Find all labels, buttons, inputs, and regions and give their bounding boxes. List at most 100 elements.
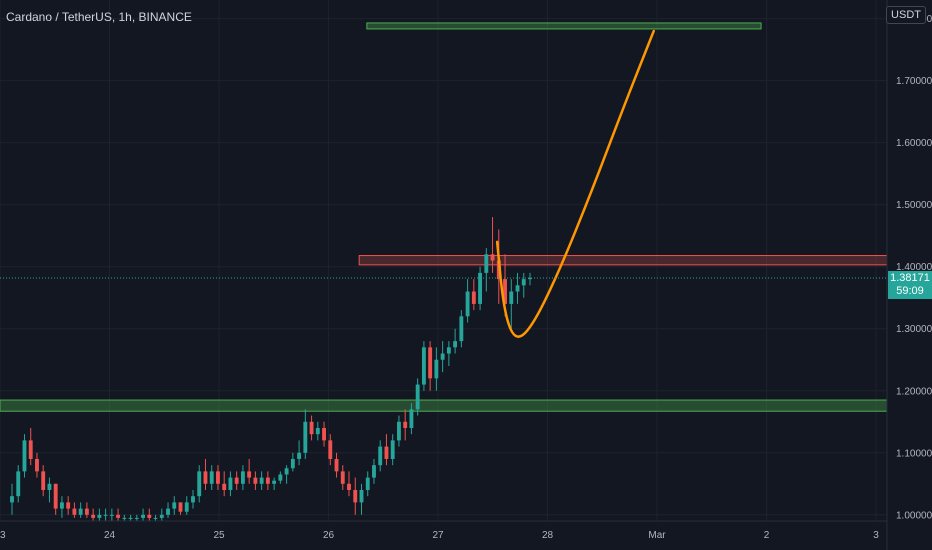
candle-body — [290, 458, 295, 469]
candle-body — [359, 489, 364, 503]
candle-body — [253, 477, 258, 484]
candle-body — [103, 514, 108, 516]
candle-body — [16, 471, 21, 497]
time-tick-label: 27 — [432, 530, 444, 541]
candle-body — [66, 502, 71, 509]
support-zone — [0, 399, 888, 412]
time-tick-label: 3 — [873, 530, 879, 541]
price-axis[interactable]: 1.800001.700001.600001.500001.400001.300… — [896, 14, 932, 521]
candle-body — [490, 254, 495, 261]
price-tick-label: 1.50000 — [896, 200, 932, 211]
candle-body — [53, 483, 58, 509]
candle-body — [459, 316, 464, 342]
candle-body — [309, 421, 314, 435]
price-tick-label: 1.40000 — [896, 262, 932, 273]
projection-path — [495, 29, 656, 338]
candle-body — [303, 421, 308, 453]
candle-body — [216, 471, 220, 484]
candle-body — [284, 468, 289, 475]
candle-body — [372, 465, 376, 478]
candle-body — [109, 514, 114, 516]
candle-body — [397, 421, 401, 441]
candle-body — [334, 458, 339, 472]
candle-body — [421, 347, 426, 385]
candle-body — [141, 514, 145, 518]
time-axis[interactable]: 232425262728Mar23 — [0, 530, 879, 541]
candle-body — [428, 347, 433, 379]
price-tick-label: 1.30000 — [896, 324, 932, 335]
time-tick-label: 23 — [0, 530, 6, 541]
candle-body — [22, 440, 27, 472]
candle-body — [278, 474, 283, 481]
currency-button[interactable]: USDT — [886, 6, 926, 24]
candle-body — [147, 514, 152, 518]
candle-body — [403, 421, 408, 428]
last-price-value: 1.38171 — [890, 272, 930, 285]
candle-body — [240, 471, 245, 484]
candle-body — [453, 341, 458, 348]
candle-body — [97, 514, 102, 518]
candle-body — [315, 427, 320, 435]
price-tick-label: 1.10000 — [896, 448, 932, 459]
candle-body — [159, 514, 164, 518]
candle-body — [209, 471, 214, 484]
candle-body — [521, 279, 526, 286]
candle-body — [509, 291, 514, 304]
candle-body — [378, 446, 383, 466]
candle-body — [203, 471, 208, 484]
time-tick-label: 25 — [213, 530, 225, 541]
time-tick-label: Mar — [648, 530, 666, 541]
time-tick-label: 2 — [764, 530, 770, 541]
candle-body — [259, 477, 264, 484]
candle-body — [478, 272, 483, 304]
candle-body — [10, 496, 14, 503]
candle-body — [72, 508, 77, 515]
candle-body — [328, 440, 333, 459]
candle-body — [365, 477, 370, 490]
candle-body — [415, 384, 420, 410]
candle-body — [184, 502, 189, 512]
candle-body — [322, 427, 326, 441]
resistance-zone — [358, 255, 888, 266]
candle-body — [234, 477, 239, 484]
candle-body — [297, 452, 302, 459]
candle-body — [222, 483, 227, 490]
candle-body — [440, 353, 445, 360]
candle-body — [340, 471, 345, 484]
candle-body — [191, 496, 195, 503]
target-zone — [366, 22, 762, 30]
symbol-title: Cardano / TetherUS, 1h, BINANCE — [6, 10, 192, 24]
candle-body — [446, 347, 451, 354]
candle-body — [172, 502, 177, 509]
last-price-label: 1.38171 59:09 — [888, 271, 932, 300]
time-tick-label: 28 — [542, 530, 554, 541]
candle-body — [409, 409, 414, 428]
chart-grid — [0, 0, 887, 521]
candle-body — [35, 458, 39, 472]
bar-countdown: 59:09 — [896, 285, 924, 298]
candle-body — [128, 517, 133, 519]
candle-body — [178, 502, 183, 512]
price-tick-label: 1.60000 — [896, 138, 932, 149]
candle-body — [59, 502, 64, 509]
candle-body — [484, 254, 489, 273]
candle-body — [353, 489, 358, 503]
candle-body — [228, 477, 233, 490]
candle-body — [503, 279, 507, 304]
candle-body — [272, 480, 277, 484]
candle-body — [122, 517, 127, 519]
price-zones — [0, 22, 888, 412]
candle-body — [465, 291, 470, 317]
candle-body — [515, 285, 520, 292]
candle-body — [197, 471, 202, 497]
candle-body — [153, 517, 158, 519]
time-tick-label: 26 — [323, 530, 335, 541]
candle-body — [247, 471, 252, 478]
candle-body — [78, 508, 83, 515]
candle-body — [116, 514, 121, 518]
candle-body — [28, 440, 33, 459]
candle-body — [471, 291, 476, 304]
price-tick-label: 1.20000 — [896, 386, 932, 397]
candle-body — [84, 508, 89, 515]
